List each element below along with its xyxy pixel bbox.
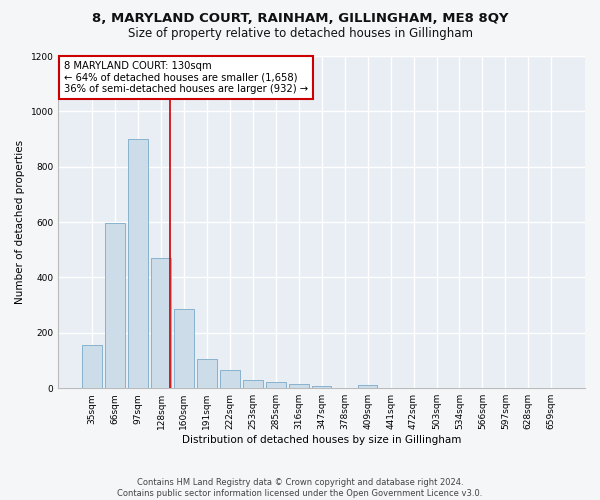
Bar xyxy=(82,346,102,388)
Y-axis label: Number of detached properties: Number of detached properties xyxy=(15,140,25,304)
Bar xyxy=(312,386,331,388)
Bar xyxy=(358,386,377,388)
Bar xyxy=(106,224,125,388)
Bar xyxy=(266,382,286,388)
Bar xyxy=(174,310,194,388)
Bar xyxy=(128,139,148,388)
Text: Size of property relative to detached houses in Gillingham: Size of property relative to detached ho… xyxy=(128,28,473,40)
Bar xyxy=(197,359,217,388)
Bar xyxy=(220,370,239,388)
Bar xyxy=(289,384,308,388)
Text: 8 MARYLAND COURT: 130sqm
← 64% of detached houses are smaller (1,658)
36% of sem: 8 MARYLAND COURT: 130sqm ← 64% of detach… xyxy=(64,61,308,94)
Bar xyxy=(243,380,263,388)
Bar xyxy=(151,258,171,388)
X-axis label: Distribution of detached houses by size in Gillingham: Distribution of detached houses by size … xyxy=(182,435,461,445)
Text: 8, MARYLAND COURT, RAINHAM, GILLINGHAM, ME8 8QY: 8, MARYLAND COURT, RAINHAM, GILLINGHAM, … xyxy=(92,12,508,26)
Text: Contains HM Land Registry data © Crown copyright and database right 2024.
Contai: Contains HM Land Registry data © Crown c… xyxy=(118,478,482,498)
